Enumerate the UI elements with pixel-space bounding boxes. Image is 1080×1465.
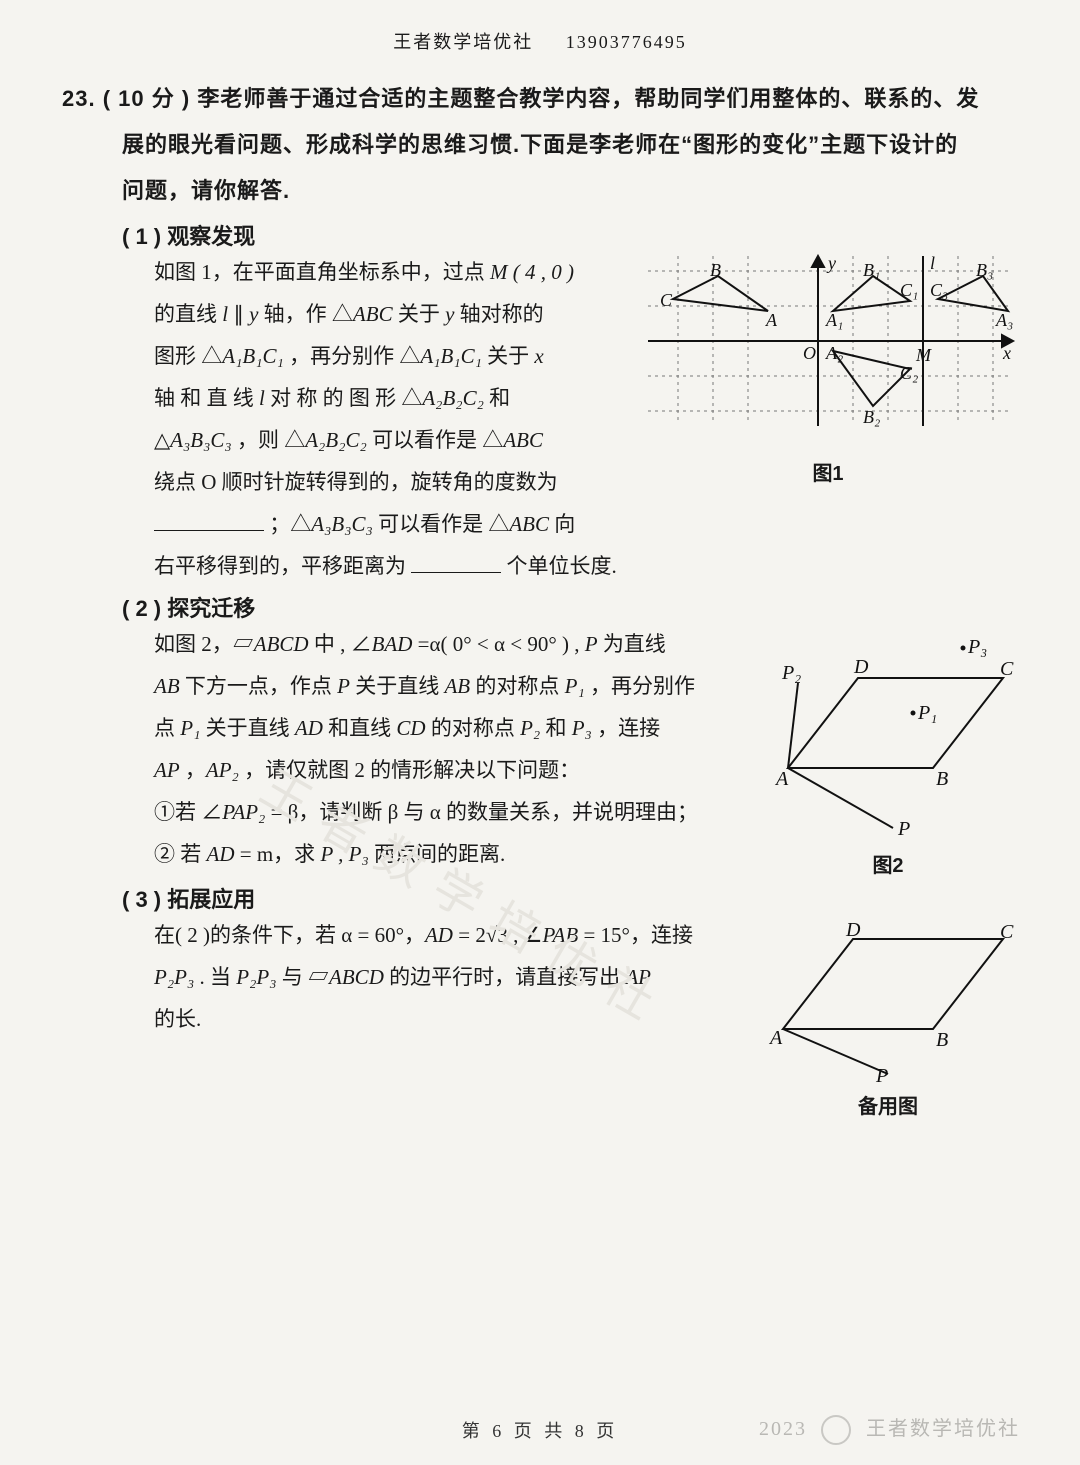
part1-head: ( 1 ) 观察发现: [62, 219, 1018, 251]
svg-text:B: B: [936, 1029, 948, 1051]
header-right: 13903776495: [566, 32, 687, 52]
intro-line3: 问题，请你解答.: [62, 168, 1018, 214]
svg-text:B: B: [710, 260, 721, 280]
svg-text:A: A: [768, 1027, 783, 1049]
svg-text:D: D: [845, 919, 861, 941]
svg-text:P₃: P₃: [967, 636, 987, 658]
svg-text:x: x: [1002, 343, 1011, 363]
part2-head: ( 2 ) 探究迁移: [62, 591, 1018, 623]
header-left: 王者数学培优社: [393, 32, 533, 52]
svg-text:C: C: [660, 290, 673, 310]
svg-text:C: C: [1000, 658, 1014, 680]
page-header: 王者数学培优社 13903776495: [62, 28, 1018, 54]
svg-text:l: l: [930, 253, 935, 273]
svg-text:P₁: P₁: [917, 702, 937, 724]
q-points: ( 10 分 ): [103, 86, 190, 111]
blank-1: [154, 509, 264, 531]
svg-text:A₃: A₃: [995, 310, 1013, 330]
part2-text: 如图 2，▱ABCD 中 , ∠BAD =α( 0° < α < 90° ) ,…: [62, 623, 744, 875]
svg-text:O: O: [803, 343, 816, 363]
svg-text:P: P: [875, 1065, 888, 1084]
figure-1: O x y l M C B A A₁ B₁ C₁ C₃ B₃ A₃ A₂ B₂ C₂ 图1: [638, 251, 1018, 486]
part1-text: 如图 1，在平面直角坐标系中，过点 M ( 4 , 0 ) 的直线 l ∥ y …: [62, 251, 624, 587]
svg-text:M: M: [915, 345, 932, 365]
part3-text: 在( 2 )的条件下，若 α = 60°，AD = 2√3 , ∠PAB = 1…: [62, 914, 744, 1040]
svg-text:B₂: B₂: [863, 407, 880, 427]
wechat-icon: [821, 1415, 851, 1445]
part3-head: ( 3 ) 拓展应用: [62, 882, 1018, 914]
svg-text:A: A: [774, 768, 789, 790]
svg-text:A₂: A₂: [825, 343, 843, 363]
question-intro: 23. ( 10 分 ) 李老师善于通过合适的主题整合教学内容，帮助同学们用整体…: [62, 76, 1018, 122]
svg-text:P₂: P₂: [781, 662, 801, 684]
figure-3: A B C D P 备用图: [758, 914, 1018, 1119]
svg-text:C₃: C₃: [930, 280, 948, 300]
svg-text:C₂: C₂: [900, 363, 918, 383]
svg-text:P: P: [897, 818, 910, 840]
q-number: 23.: [62, 86, 96, 111]
corner-watermark: 2023 王者数学培优社: [759, 1412, 1020, 1445]
svg-text:y: y: [826, 253, 836, 273]
svg-text:B₁: B₁: [863, 260, 880, 280]
fig2-caption: 图2: [758, 849, 1018, 878]
svg-text:A₁: A₁: [825, 310, 843, 330]
svg-text:D: D: [853, 656, 869, 678]
svg-text:B: B: [936, 768, 948, 790]
fig3-caption: 备用图: [758, 1090, 1018, 1119]
blank-2: [411, 551, 501, 573]
svg-text:A: A: [765, 310, 778, 330]
svg-text:B₃: B₃: [976, 260, 993, 280]
figure-2: A B C D P P₁ P₂ P₃ 图2: [758, 623, 1018, 878]
intro-line2: 展的眼光看问题、形成科学的思维习惯.下面是李老师在“图形的变化”主题下设计的: [62, 122, 1018, 168]
intro-line1: 李老师善于通过合适的主题整合教学内容，帮助同学们用整体的、联系的、发: [197, 86, 979, 111]
svg-text:C₁: C₁: [900, 280, 918, 300]
svg-text:C: C: [1000, 921, 1014, 943]
fig1-caption: 图1: [638, 457, 1018, 486]
